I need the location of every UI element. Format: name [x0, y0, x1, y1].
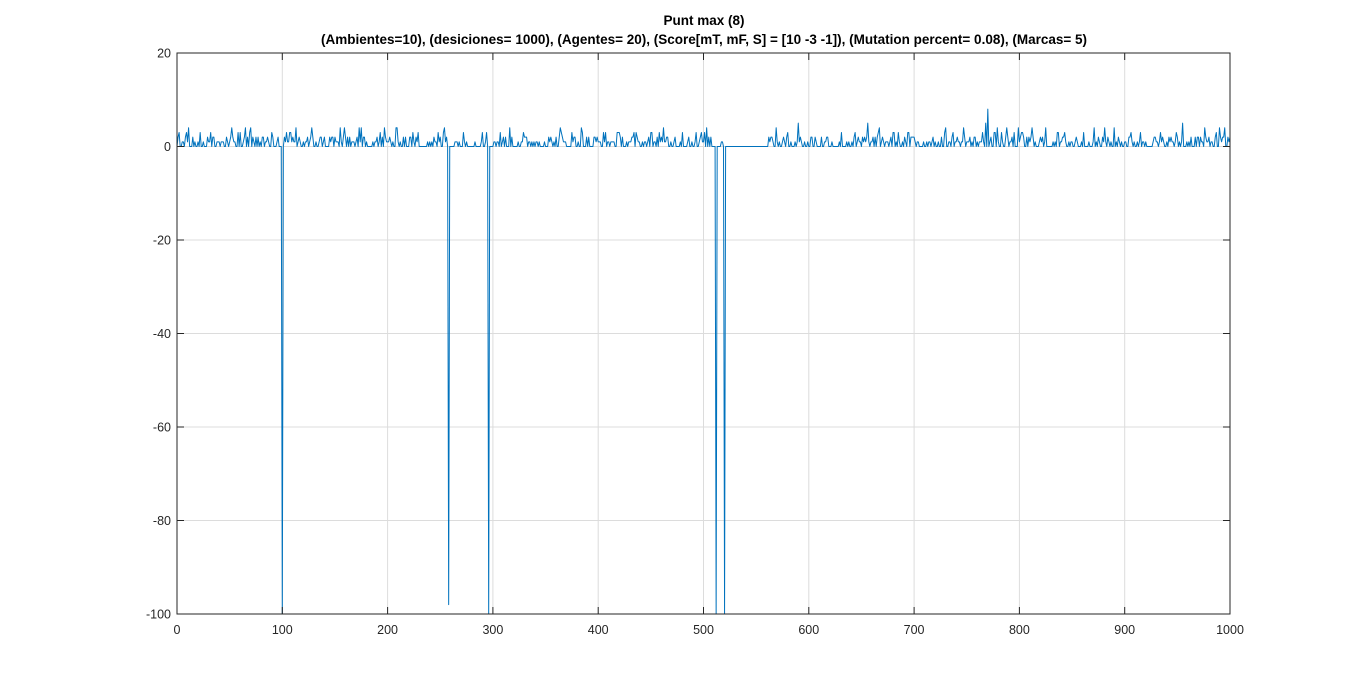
chart-title: Punt max (8) [663, 13, 744, 28]
y-tick-label: 0 [164, 140, 171, 154]
x-tick-label: 400 [588, 623, 609, 637]
x-tick-label: 900 [1114, 623, 1135, 637]
x-tick-label: 600 [798, 623, 819, 637]
y-tick-label: 20 [157, 47, 171, 61]
y-tick-label: -40 [153, 327, 171, 341]
y-tick-label: -100 [146, 608, 171, 622]
x-tick-label: 700 [904, 623, 925, 637]
y-tick-label: -60 [153, 421, 171, 435]
x-tick-label: 0 [174, 623, 181, 637]
plot-area [176, 108, 1231, 615]
x-tick-label: 200 [377, 623, 398, 637]
x-tick-label: 300 [482, 623, 503, 637]
x-tick-label: 800 [1009, 623, 1030, 637]
series-line [176, 108, 1231, 615]
y-tick-label: -20 [153, 234, 171, 248]
x-tick-label: 1000 [1216, 623, 1244, 637]
y-tick-label: -80 [153, 514, 171, 528]
x-tick-label: 500 [693, 623, 714, 637]
axis-ticks: 0 100 200 300 400 500 600 700 800 900 1000200-20-4… [146, 47, 1244, 638]
chart-subtitle: (Ambientes=10), (desiciones= 1000), (Age… [321, 32, 1087, 47]
x-tick-label: 100 [272, 623, 293, 637]
